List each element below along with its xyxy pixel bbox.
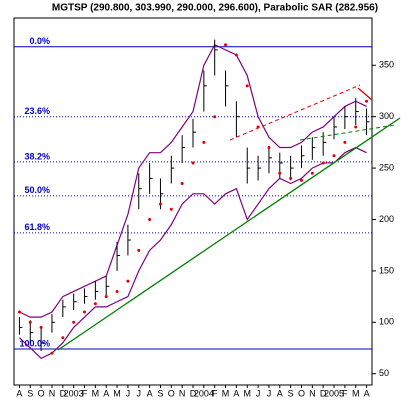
sar-dot xyxy=(278,171,282,175)
x-tick-label: A xyxy=(103,388,109,398)
sar-dot xyxy=(245,84,249,88)
x-tick-label: N xyxy=(49,388,56,398)
fib-label: 0.0% xyxy=(29,36,50,46)
sar-dot xyxy=(115,289,119,293)
sar-dot xyxy=(83,310,87,314)
trend-line xyxy=(299,124,396,141)
trend-line xyxy=(229,84,361,141)
y-tick-label: 50 xyxy=(379,368,389,378)
x-tick-label: O xyxy=(298,388,305,398)
sar-dot xyxy=(289,176,293,180)
sar-dot xyxy=(72,320,76,324)
x-tick-label: J xyxy=(267,388,272,398)
plot-frame xyxy=(13,17,373,386)
fib-label: 61.8% xyxy=(24,222,50,232)
sar-dot xyxy=(180,182,184,186)
x-tick-label: J xyxy=(256,388,261,398)
sar-dot xyxy=(310,171,314,175)
fib-label: 100.0% xyxy=(19,338,50,348)
x-tick-label: F xyxy=(82,388,88,398)
x-tick-label: J xyxy=(126,388,131,398)
sar-dot xyxy=(365,99,369,103)
sar-dot xyxy=(126,279,130,283)
sar-dot xyxy=(332,154,336,158)
x-tick-label: O xyxy=(168,388,175,398)
sar-dot xyxy=(148,217,152,221)
x-tick-label: S xyxy=(157,388,163,398)
x-tick-label: 2004 xyxy=(194,388,214,398)
sar-dot xyxy=(191,161,195,165)
x-tick-label: 2003 xyxy=(64,388,84,398)
x-tick-label: M xyxy=(222,388,230,398)
bollinger-lower xyxy=(19,146,367,359)
x-tick-label: A xyxy=(233,388,239,398)
x-tick-label: A xyxy=(147,388,153,398)
sar-dot xyxy=(61,336,65,340)
y-tick-label: 100 xyxy=(379,317,394,327)
sar-dot xyxy=(28,320,32,324)
x-tick-label: J xyxy=(137,388,142,398)
y-tick-label: 300 xyxy=(379,111,394,121)
sar-dot xyxy=(234,53,238,57)
sar-dot xyxy=(202,140,206,144)
sar-dot xyxy=(354,125,358,129)
x-tick-label: M xyxy=(352,388,360,398)
x-tick-label: N xyxy=(309,388,316,398)
sar-dot xyxy=(93,302,97,306)
y-tick-label: 250 xyxy=(379,162,394,172)
x-tick-label: S xyxy=(288,388,294,398)
sar-dot xyxy=(158,202,162,206)
fib-label: 38.2% xyxy=(24,151,50,161)
x-tick-label: F xyxy=(212,388,218,398)
chart-title: MGTSP (290.800, 303.990, 290.000, 296.60… xyxy=(52,3,378,14)
bollinger-upper xyxy=(19,43,367,318)
sar-dot xyxy=(267,146,271,150)
sar-dot xyxy=(39,325,43,329)
x-tick-label: S xyxy=(27,388,33,398)
fib-label: 23.6% xyxy=(24,106,50,116)
sar-dot xyxy=(299,178,303,182)
sar-dot xyxy=(213,115,217,119)
sar-dot xyxy=(321,161,325,165)
x-tick-label: D xyxy=(190,388,197,398)
sar-dot xyxy=(50,351,54,355)
y-tick-label: 350 xyxy=(379,60,394,70)
sar-dot xyxy=(104,295,108,299)
fib-label: 50.0% xyxy=(24,185,50,195)
sar-dot xyxy=(224,43,228,47)
x-tick-label: 2005 xyxy=(324,388,344,398)
x-tick-label: M xyxy=(243,388,251,398)
sar-dot xyxy=(169,207,173,211)
x-tick-label: O xyxy=(38,388,45,398)
x-tick-label: A xyxy=(277,388,283,398)
x-tick-label: D xyxy=(320,388,327,398)
trend-line xyxy=(57,117,401,351)
trend-line xyxy=(357,87,373,101)
x-tick-label: D xyxy=(60,388,67,398)
y-tick-label: 200 xyxy=(379,214,394,224)
x-tick-label: F xyxy=(342,388,348,398)
x-tick-label: M xyxy=(113,388,121,398)
x-tick-label: A xyxy=(16,388,22,398)
y-tick-label: 150 xyxy=(379,265,394,275)
sar-dot xyxy=(137,248,141,252)
x-tick-label: A xyxy=(364,388,370,398)
x-tick-label: N xyxy=(179,388,186,398)
sar-dot xyxy=(343,140,347,144)
x-tick-label: M xyxy=(92,388,100,398)
sar-dot xyxy=(17,310,21,314)
